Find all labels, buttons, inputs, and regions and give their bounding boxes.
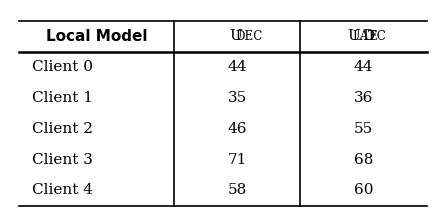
Text: U: U [229, 29, 242, 43]
Text: Client 4: Client 4 [33, 183, 93, 198]
Text: Client 1: Client 1 [33, 91, 93, 105]
Text: 46: 46 [227, 122, 247, 136]
Text: 71: 71 [227, 153, 247, 167]
Text: LAT: LAT [353, 30, 376, 43]
Text: U: U [347, 29, 360, 43]
Text: 55: 55 [354, 122, 373, 136]
Text: Client 0: Client 0 [33, 60, 93, 74]
Text: Client 2: Client 2 [33, 122, 93, 136]
Text: Client 3: Client 3 [33, 153, 93, 167]
Text: 60: 60 [354, 183, 373, 198]
Text: Local Model: Local Model [46, 29, 147, 44]
Text: 36: 36 [354, 91, 373, 105]
Text: 68: 68 [354, 153, 373, 167]
Text: 44: 44 [227, 60, 247, 74]
Text: 44: 44 [354, 60, 373, 74]
Text: 35: 35 [227, 91, 247, 105]
Text: DEC: DEC [235, 30, 262, 43]
Text: 58: 58 [227, 183, 247, 198]
Text: EC: EC [368, 30, 386, 43]
Text: D: D [362, 29, 375, 43]
